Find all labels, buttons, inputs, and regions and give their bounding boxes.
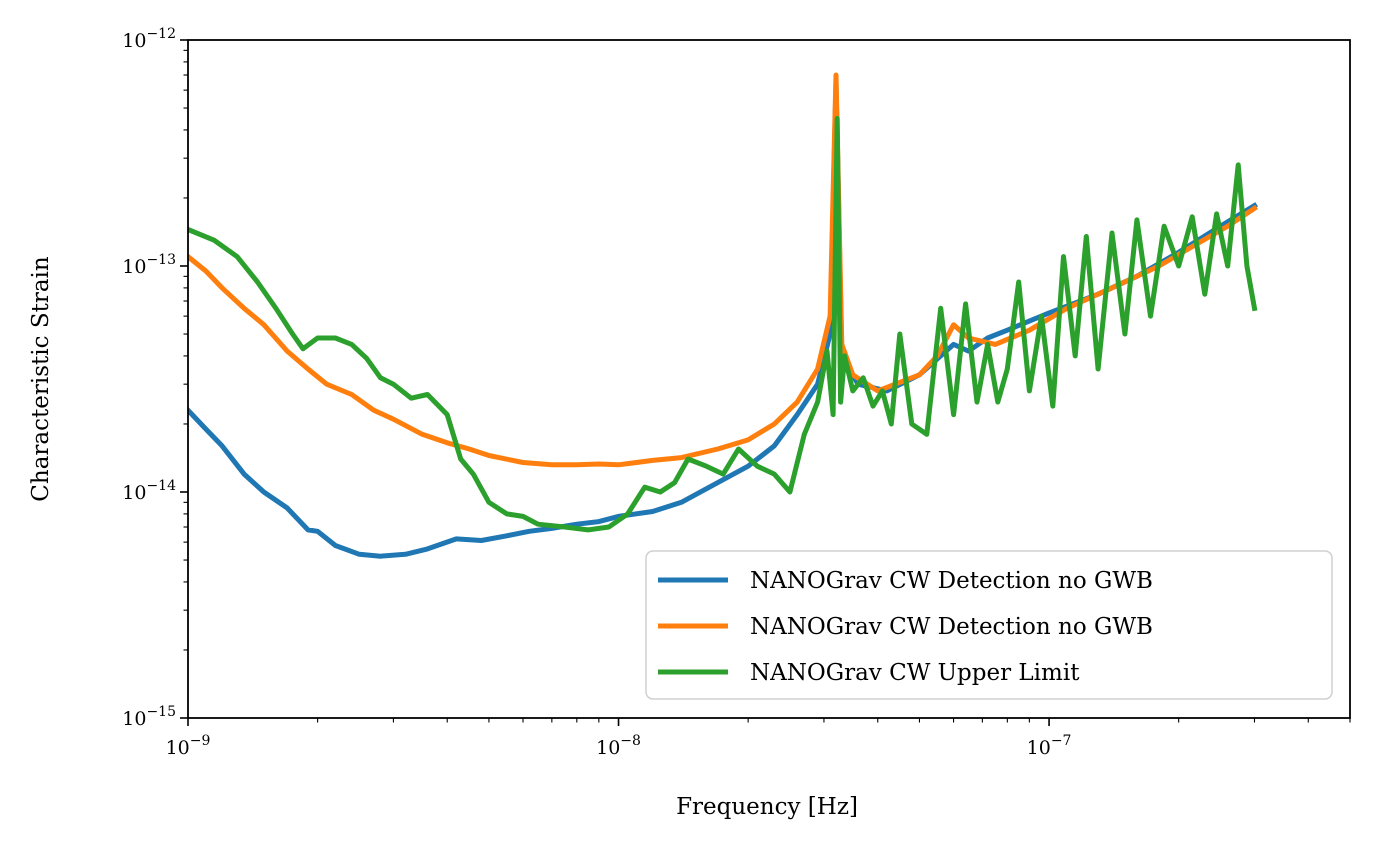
series-line-3 xyxy=(188,115,1258,533)
series-layer xyxy=(188,72,1258,559)
x-tick-label: 10−7 xyxy=(1027,733,1072,759)
legend: NANOGrav CW Detection no GWB NANOGrav CW … xyxy=(645,550,1333,700)
legend-label-3: NANOGrav CW Upper Limit xyxy=(750,660,1080,686)
plot-frame xyxy=(187,39,1351,719)
y-tick-label: 10−15 xyxy=(122,704,176,730)
x-tick-label: 10−8 xyxy=(596,733,641,759)
series-line-2 xyxy=(188,72,1258,468)
legend-box xyxy=(645,550,1333,700)
y-axis-label: Characteristic Strain xyxy=(28,256,54,502)
y-tick-label: 10−13 xyxy=(122,252,176,278)
y-tick-label: 10−14 xyxy=(122,478,176,504)
y-tick-label: 10−12 xyxy=(122,26,176,52)
legend-label-2: NANOGrav CW Detection no GWB xyxy=(750,614,1153,640)
x-axis-label: Frequency [Hz] xyxy=(676,794,858,820)
tick-layer: 10−9 10−8 10−7 10−15 10−14 10−13 10−12 xyxy=(122,26,1351,759)
legend-label-1: NANOGrav CW Detection no GWB xyxy=(750,568,1153,594)
x-tick-label: 10−9 xyxy=(166,733,211,759)
